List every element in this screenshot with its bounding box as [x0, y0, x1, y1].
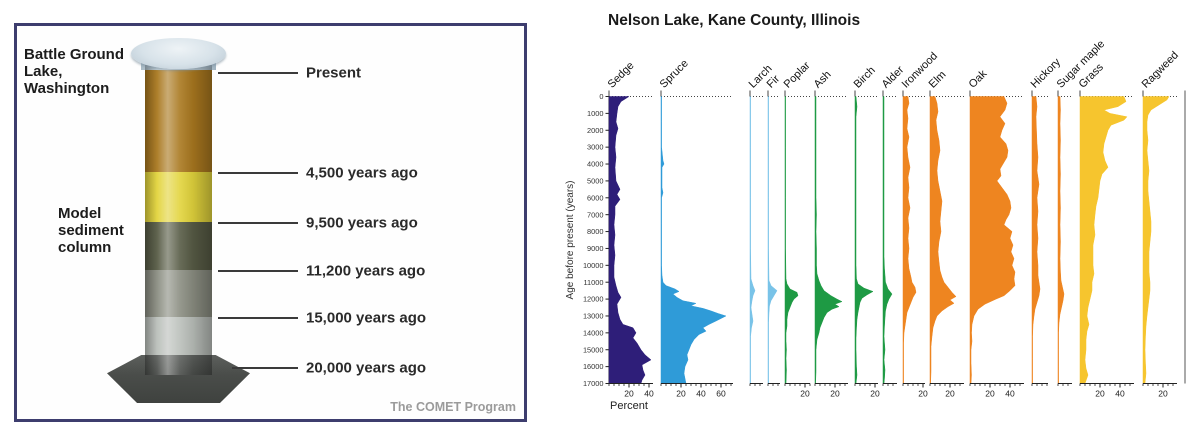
svg-text:20: 20 — [1095, 389, 1105, 399]
column-base-icon — [107, 355, 250, 403]
svg-text:17000: 17000 — [583, 379, 604, 388]
svg-text:14000: 14000 — [583, 328, 604, 337]
svg-text:15000: 15000 — [583, 345, 604, 354]
pollen-column-larch: Larch — [747, 63, 775, 386]
sediment-column-panel: Battle Ground Lake, Washington Model sedime… — [14, 23, 527, 422]
svg-text:3000: 3000 — [587, 143, 603, 152]
marker-label-4: 15,000 years ago — [306, 309, 427, 327]
svg-text:20: 20 — [870, 389, 880, 399]
svg-text:13000: 13000 — [583, 312, 604, 321]
sediment-segment-dark-olive — [145, 222, 212, 270]
taxon-label-poplar: Poplar — [782, 59, 813, 90]
taxon-label-sedge: Sedge — [606, 60, 637, 91]
marker-label-2: 9,500 years ago — [306, 214, 418, 232]
x-axis-title: Percent — [610, 400, 648, 412]
marker-line-4 — [218, 317, 298, 319]
svg-text:1000: 1000 — [587, 109, 603, 118]
model-sediment-column-label: Model sediment column — [58, 205, 124, 256]
column-cap-icon — [131, 38, 226, 69]
sediment-tube — [145, 65, 212, 375]
svg-text:2000: 2000 — [587, 126, 603, 135]
marker-line-2 — [218, 222, 298, 224]
taxon-label-ash: Ash — [812, 69, 834, 91]
taxon-label-birch: Birch — [852, 64, 878, 90]
taxon-label-oak: Oak — [967, 68, 990, 91]
svg-text:4000: 4000 — [587, 160, 603, 169]
svg-text:20: 20 — [676, 389, 686, 399]
svg-text:20: 20 — [945, 389, 955, 399]
svg-text:16000: 16000 — [583, 362, 604, 371]
tube-shading-overlay — [145, 65, 212, 375]
marker-line-5 — [232, 367, 298, 369]
credit-text: The COMET Program — [390, 400, 516, 414]
pollen-column-ash: 20 Ash — [812, 69, 848, 399]
taxon-label-alder: Alder — [880, 64, 907, 91]
marker-label-0: Present — [306, 64, 362, 82]
svg-text:9000: 9000 — [587, 244, 603, 253]
pollen-column-spruce: 20 40 60 Spruce — [658, 57, 733, 399]
pollen-column-poplar: 20 Poplar — [782, 59, 813, 398]
y-axis-title: Age before present (years) — [565, 181, 576, 300]
svg-text:11000: 11000 — [583, 278, 603, 287]
pollen-column-ragweed: 20 Ragweed — [1140, 49, 1181, 398]
svg-text:12000: 12000 — [583, 295, 604, 304]
sediment-segment-brown — [145, 65, 212, 172]
marker-line-3 — [218, 270, 298, 272]
pollen-column-sedge: 20 40 Sedge — [606, 60, 654, 399]
marker-label-5: 20,000 years ago — [306, 359, 427, 377]
svg-text:20: 20 — [800, 389, 810, 399]
svg-text:7000: 7000 — [587, 210, 603, 219]
pollen-column-oak: 20 40 Oak — [967, 68, 1024, 399]
sediment-segment-gray — [145, 270, 212, 317]
svg-text:5000: 5000 — [587, 177, 603, 186]
svg-text:20: 20 — [985, 389, 995, 399]
chart-title: Nelson Lake, Kane County, Illinois — [608, 12, 860, 29]
svg-text:6000: 6000 — [587, 193, 603, 202]
marker-label-1: 4,500 years ago — [306, 164, 418, 182]
pollen-column-birch: 20 Birch — [852, 64, 880, 398]
svg-text:40: 40 — [1005, 389, 1015, 399]
svg-text:20: 20 — [918, 389, 928, 399]
svg-text:40: 40 — [696, 389, 706, 399]
taxon-label-ragweed: Ragweed — [1140, 49, 1181, 90]
svg-text:60: 60 — [716, 389, 726, 399]
taxon-label-elm: Elm — [927, 69, 949, 91]
svg-text:8000: 8000 — [587, 227, 603, 236]
svg-text:10000: 10000 — [583, 261, 604, 270]
marker-line-0 — [218, 72, 298, 74]
taxon-label-spruce: Spruce — [658, 57, 691, 90]
pollen-column-fir: Fir — [765, 73, 782, 386]
pollen-column-alder: Alder — [880, 64, 907, 386]
svg-text:0: 0 — [599, 92, 603, 101]
svg-text:40: 40 — [644, 389, 654, 399]
pollen-column-elm: 20 Elm — [927, 69, 964, 399]
marker-label-3: 11,200 years ago — [306, 262, 426, 280]
pollen-diagram: Nelson Lake, Kane County, Illinois Age be… — [565, 12, 1186, 412]
marker-line-1 — [218, 172, 298, 174]
lake-title: Battle Ground Lake, Washington — [24, 46, 124, 97]
svg-text:20: 20 — [624, 389, 634, 399]
svg-text:20: 20 — [1158, 389, 1168, 399]
svg-text:20: 20 — [830, 389, 840, 399]
svg-text:40: 40 — [1115, 389, 1125, 399]
sediment-segment-yellow — [145, 172, 212, 222]
